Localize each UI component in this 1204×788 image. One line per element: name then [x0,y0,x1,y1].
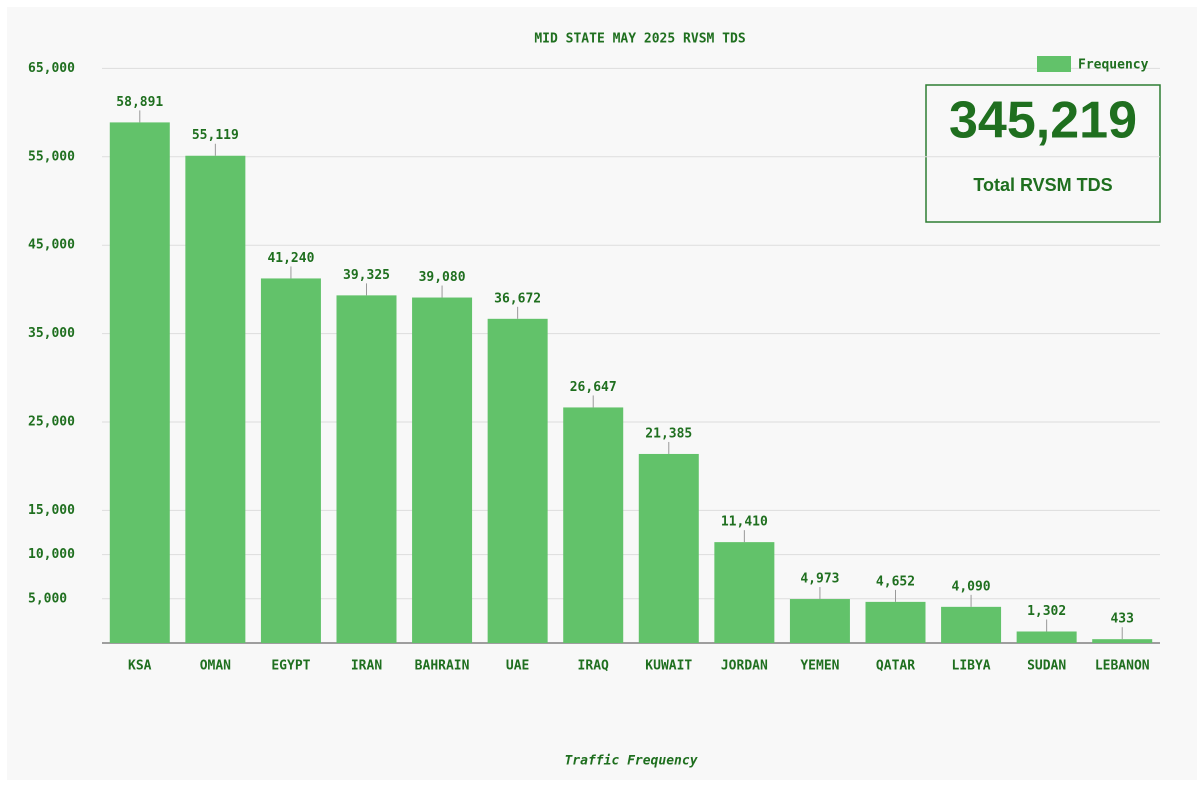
x-tick-label: LIBYA [952,659,991,674]
x-tick-label: JORDAN [721,659,768,674]
bar [1016,631,1077,643]
bar [109,122,170,643]
y-tick-label: 25,000 [28,415,75,430]
y-tick-label: 45,000 [28,238,75,253]
bar [412,297,473,643]
value-label: 55,119 [192,128,239,143]
y-tick-label: 65,000 [28,61,75,76]
value-label: 21,385 [645,426,692,441]
x-tick-label: QATAR [876,659,915,674]
bar [185,155,246,643]
bar [638,453,699,643]
x-tick-label: SUDAN [1027,659,1066,674]
value-label: 58,891 [116,95,163,110]
bar [789,599,850,643]
y-tick-label: 35,000 [28,326,75,341]
x-tick-label: KSA [128,659,152,674]
value-label: 39,325 [343,268,390,283]
total-value: 345,219 [949,92,1137,150]
y-tick-label: 10,000 [28,547,75,562]
bar [1092,639,1153,643]
bar [487,318,548,643]
value-label: 4,973 [800,572,839,587]
value-label: 39,080 [419,270,466,285]
x-tick-label: EGYPT [271,659,310,674]
legend-swatch [1037,56,1071,72]
bar [865,601,926,643]
value-label: 26,647 [570,380,617,395]
y-tick-label: 5,000 [28,591,67,606]
value-label: 11,410 [721,515,768,530]
x-tick-label: IRAN [351,659,382,674]
value-label: 1,302 [1027,604,1066,619]
chart-title: MID STATE MAY 2025 RVSM TDS [534,32,745,47]
x-tick-label: UAE [506,659,529,674]
value-label: 433 [1110,612,1133,627]
bar [336,295,397,643]
total-box [925,84,1161,223]
x-tick-label: OMAN [200,659,231,674]
x-tick-label: IRAQ [578,659,609,674]
value-label: 41,240 [267,251,314,266]
y-tick-label: 15,000 [28,503,75,518]
x-tick-label: BAHRAIN [415,659,470,674]
x-tick-label: KUWAIT [645,659,692,674]
bar [941,606,1002,643]
bar [714,542,775,643]
legend-label: Frequency [1078,58,1149,73]
x-tick-label: YEMEN [800,659,839,674]
bar [563,407,624,643]
value-label: 36,672 [494,291,541,306]
y-tick-label: 55,000 [28,149,75,164]
value-label: 4,090 [952,579,991,594]
value-label: 4,652 [876,574,915,589]
x-tick-label: LEBANON [1095,659,1150,674]
total-caption: Total RVSM TDS [973,175,1112,195]
x-axis-label: Traffic Frequency [564,754,697,769]
bar [260,278,321,643]
